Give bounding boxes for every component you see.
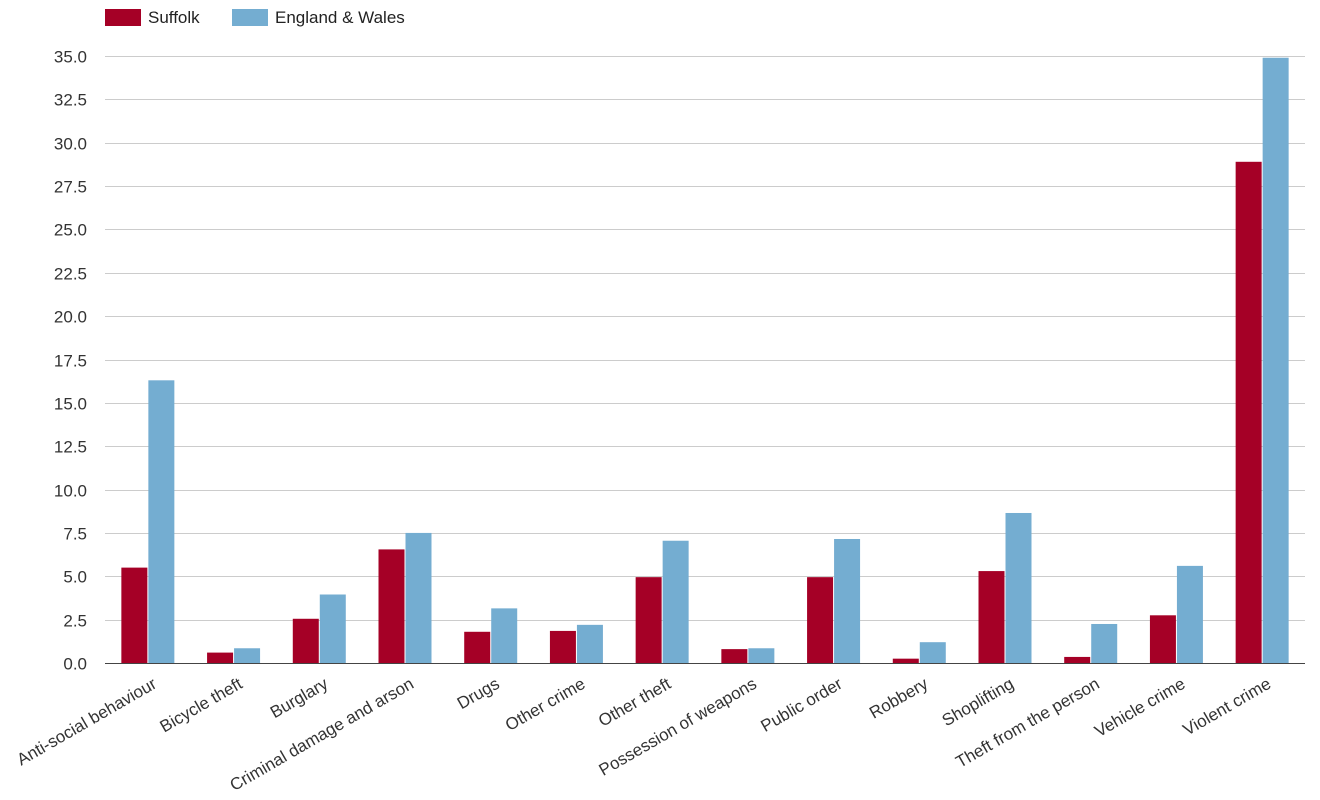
bar-england-wales[interactable] <box>1091 623 1118 663</box>
x-tick-label: Anti-social behaviour <box>14 674 160 770</box>
x-tick-label: Public order <box>758 674 846 736</box>
y-tick-label: 30.0 <box>54 135 87 154</box>
legend-label[interactable]: Suffolk <box>148 8 200 27</box>
bar-england-wales[interactable] <box>748 648 775 663</box>
y-tick-label: 7.5 <box>63 525 87 544</box>
x-tick-label: Possession of weapons <box>596 674 760 780</box>
bar-england-wales[interactable] <box>148 380 175 663</box>
bar-england-wales[interactable] <box>919 642 946 663</box>
y-tick-label: 35.0 <box>54 48 87 67</box>
y-tick-label: 20.0 <box>54 308 87 327</box>
bar-suffolk[interactable] <box>1235 161 1262 663</box>
x-tick-label: Other theft <box>595 674 674 731</box>
x-tick-label: Other crime <box>502 674 588 735</box>
y-tick-label: 25.0 <box>54 221 87 240</box>
bar-suffolk[interactable] <box>635 577 662 663</box>
bar-suffolk[interactable] <box>292 618 319 663</box>
x-tick-label: Drugs <box>454 674 503 713</box>
x-tick-label: Vehicle crime <box>1091 674 1188 741</box>
bar-england-wales[interactable] <box>662 540 689 663</box>
bar-suffolk[interactable] <box>721 649 748 663</box>
x-tick-label: Bicycle theft <box>157 674 246 736</box>
y-tick-label: 22.5 <box>54 265 87 284</box>
bar-suffolk[interactable] <box>978 571 1005 663</box>
y-tick-label: 27.5 <box>54 178 87 197</box>
y-tick-label: 15.0 <box>54 395 87 414</box>
bar-england-wales[interactable] <box>491 608 518 663</box>
bar-england-wales[interactable] <box>834 538 861 663</box>
axis-layer: 0.0 2.5 5.0 7.5 10.0 12.5 15.0 17.5 20.0 22.5 25.0… <box>14 48 1305 795</box>
bar-england-wales[interactable] <box>1262 57 1289 663</box>
grid-layer <box>105 56 1305 621</box>
bar-suffolk[interactable] <box>549 630 576 663</box>
x-tick-label: Shoplifting <box>939 674 1017 730</box>
legend-swatch[interactable] <box>105 9 141 26</box>
y-tick-label: 17.5 <box>54 352 87 371</box>
bar-england-wales[interactable] <box>405 532 432 663</box>
bar-england-wales[interactable] <box>1176 565 1203 663</box>
y-tick-label: 32.5 <box>54 91 87 110</box>
legend-label[interactable]: England & Wales <box>275 8 405 27</box>
y-tick-label: 5.0 <box>63 568 87 587</box>
bar-england-wales[interactable] <box>319 594 346 663</box>
y-tick-label: 10.0 <box>54 482 87 501</box>
bar-suffolk[interactable] <box>121 567 148 663</box>
y-tick-label: 12.5 <box>54 438 87 457</box>
x-tick-label: Burglary <box>267 674 332 722</box>
bar-suffolk[interactable] <box>1149 615 1176 663</box>
x-tick-label: Robbery <box>866 674 932 723</box>
x-tick-label: Violent crime <box>1180 674 1274 739</box>
bar-suffolk[interactable] <box>464 631 491 663</box>
bar-layer <box>121 57 1289 663</box>
bar-suffolk[interactable] <box>892 658 919 663</box>
bar-suffolk[interactable] <box>207 652 234 663</box>
bar-suffolk[interactable] <box>807 577 834 663</box>
bar-england-wales[interactable] <box>1005 512 1032 663</box>
bar-suffolk[interactable] <box>378 549 405 663</box>
bar-suffolk[interactable] <box>1064 656 1091 663</box>
y-tick-label: 0.0 <box>63 655 87 674</box>
bar-england-wales[interactable] <box>234 648 261 663</box>
legend: Suffolk England & Wales <box>105 8 405 27</box>
y-tick-label: 2.5 <box>63 612 87 631</box>
legend-swatch[interactable] <box>232 9 268 26</box>
bar-england-wales[interactable] <box>576 624 603 663</box>
x-tick-label: Theft from the person <box>952 674 1102 772</box>
